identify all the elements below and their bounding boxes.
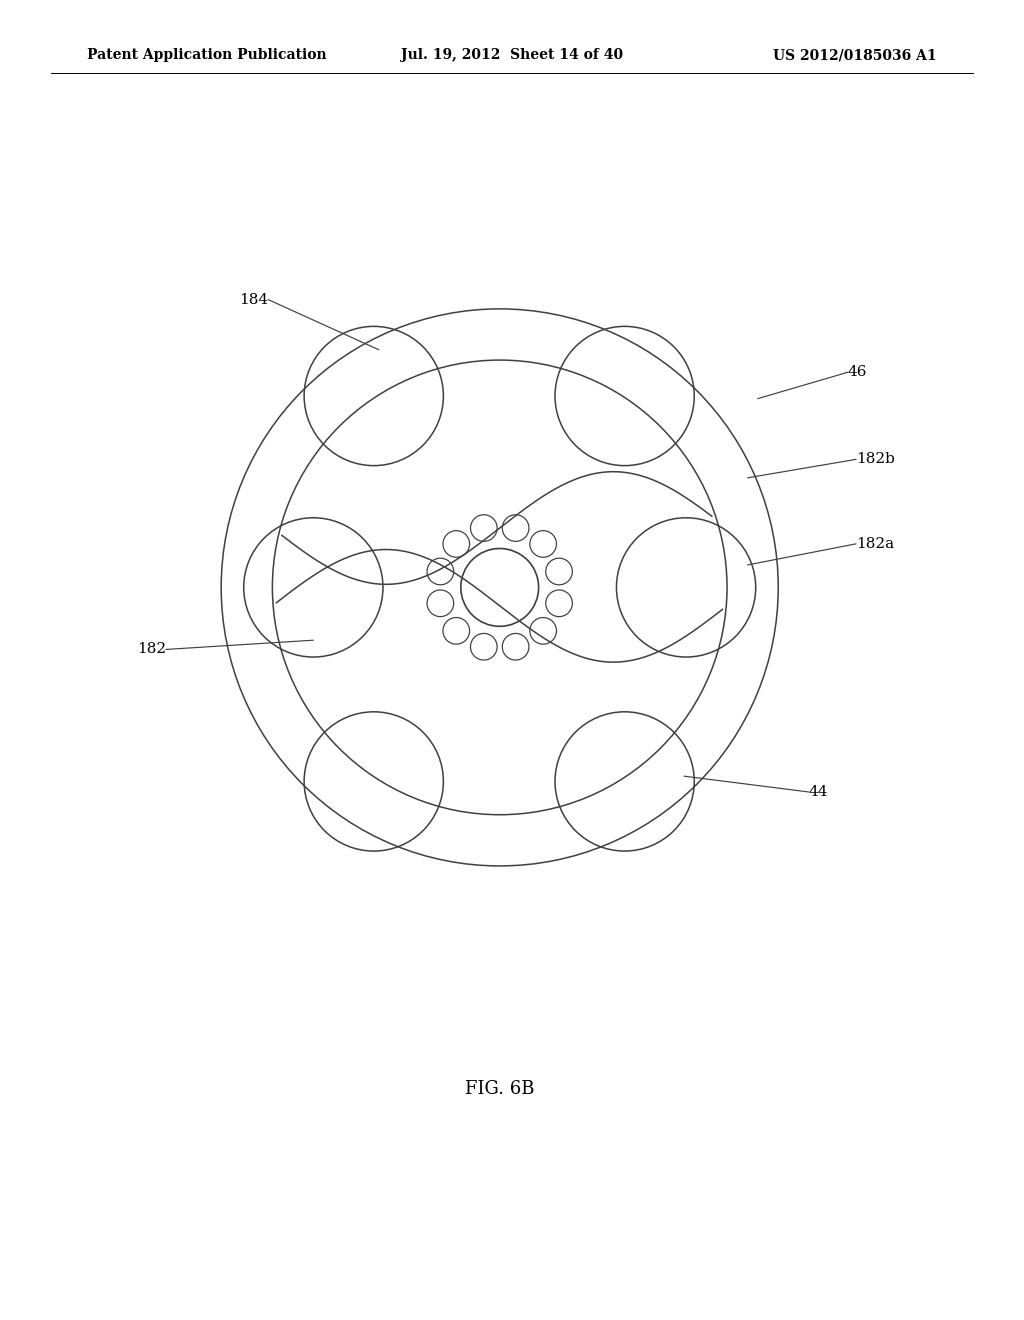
Text: 182a: 182a: [856, 537, 894, 550]
Text: 44: 44: [809, 785, 828, 799]
Text: Jul. 19, 2012  Sheet 14 of 40: Jul. 19, 2012 Sheet 14 of 40: [401, 49, 623, 62]
Text: 182: 182: [137, 643, 166, 656]
Text: 182b: 182b: [856, 453, 895, 466]
Text: Patent Application Publication: Patent Application Publication: [87, 49, 327, 62]
Text: 46: 46: [848, 366, 867, 379]
Text: 184: 184: [240, 293, 268, 306]
Text: US 2012/0185036 A1: US 2012/0185036 A1: [773, 49, 937, 62]
Text: FIG. 6B: FIG. 6B: [465, 1080, 535, 1098]
